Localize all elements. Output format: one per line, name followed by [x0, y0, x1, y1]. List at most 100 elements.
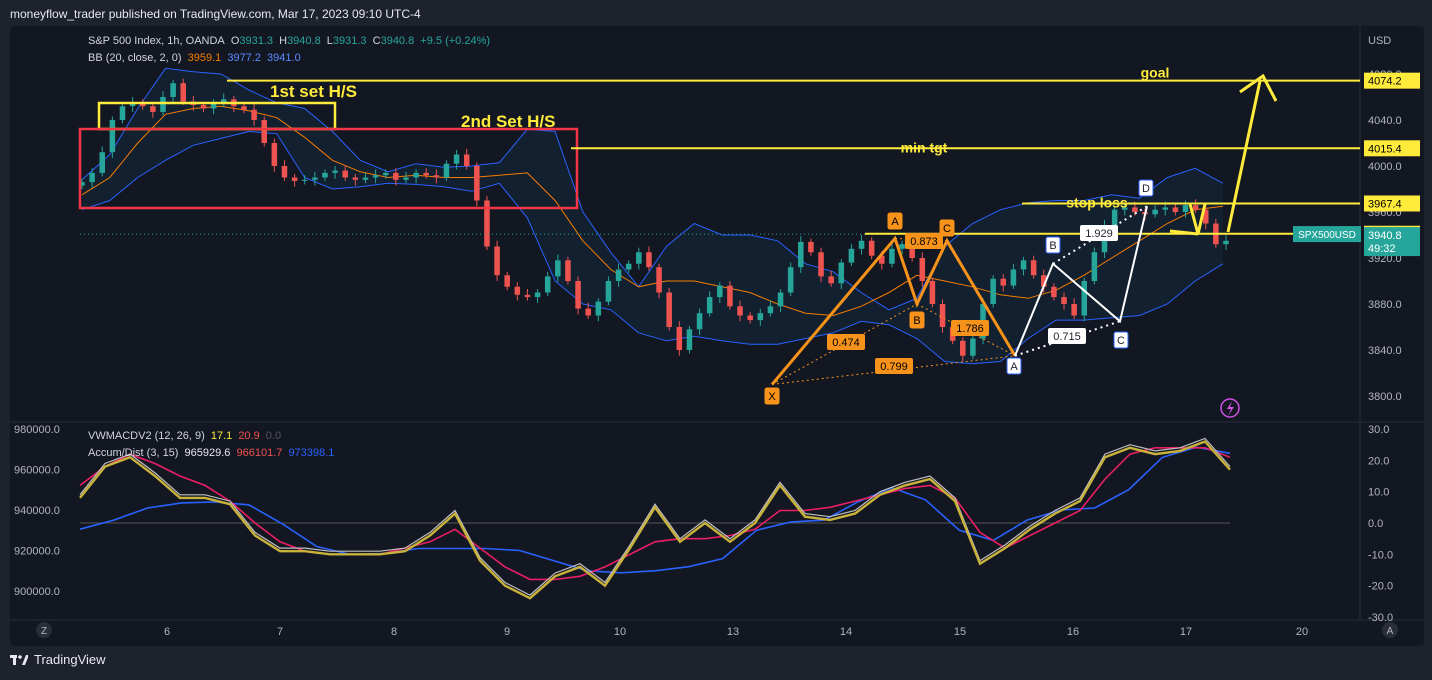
candle-body: [1172, 207, 1179, 212]
candle-body: [706, 297, 713, 314]
time-tick-label: 15: [954, 626, 966, 638]
bollinger-basis-line: [81, 105, 1224, 317]
accum-dist-line: [79, 446, 1231, 574]
accum-v1: 965929.6: [184, 447, 231, 459]
indicator-right-tick: 0.0: [1368, 518, 1383, 530]
chart-container[interactable]: 3800.0 3840.0 3880.0 3920.0 3960.0 4000.0 4040…: [10, 26, 1424, 646]
min-tgt-label: min tgt: [901, 139, 948, 155]
price-tick-label: 4000.0: [1368, 161, 1402, 173]
indicator-left-tick: 940000.0: [14, 505, 60, 517]
candle-body: [544, 276, 551, 293]
candle-body: [1030, 260, 1037, 276]
candle-body: [696, 313, 703, 330]
bollinger-upper-line: [81, 67, 1224, 311]
hs2-label: 2nd Set H/S: [461, 112, 555, 131]
indicator-right-tick: 30.0: [1368, 424, 1389, 436]
candle-body: [170, 83, 176, 97]
auto-scale-button[interactable]: [1382, 622, 1398, 638]
candle-body: [858, 240, 865, 249]
candle-body: [534, 292, 541, 298]
candle-body: [808, 241, 814, 253]
candle-body: [342, 170, 348, 178]
legend-change: +9.5 (+0.24%): [420, 35, 491, 47]
candle-body: [848, 248, 855, 263]
candle-body: [868, 240, 875, 256]
legend-symbol: S&P 500 Index, 1h, OANDA: [88, 35, 225, 47]
candle-body: [281, 166, 288, 178]
orange-point-c-label: C: [943, 223, 951, 235]
price-tag: [1364, 72, 1420, 89]
ratio-0715-label: 0.715: [1053, 331, 1081, 343]
white-point-a-label: A: [1010, 361, 1018, 373]
candle-body: [1132, 207, 1138, 212]
price-tick-label: 3840.0: [1368, 345, 1402, 357]
bb-legend: BB (20, close, 2, 0) 3959.1 3977.2 3941.…: [88, 52, 304, 64]
candle-body: [625, 263, 632, 270]
candle-body: [1081, 281, 1088, 316]
z-button-label: Z: [41, 626, 47, 637]
candle-body: [828, 276, 834, 284]
candle-body: [585, 308, 591, 316]
candle-body: [939, 304, 946, 327]
candle-body: [291, 177, 298, 181]
candle-body: [1202, 209, 1209, 224]
chart-svg[interactable]: 3800.03840.03880.03920.03960.04000.04040…: [10, 26, 1424, 646]
candle-body: [666, 292, 672, 327]
stop-loss-label: stop loss: [1066, 194, 1128, 210]
legend-c-label: C: [372, 35, 381, 47]
candle-body: [605, 281, 612, 302]
goal-label: goal: [1141, 65, 1170, 81]
candle-body: [1122, 207, 1128, 210]
ratio-0474: [827, 334, 865, 350]
indicator-right-tick: -20.0: [1368, 581, 1393, 593]
candle-body: [909, 244, 915, 258]
candle-body: [767, 306, 774, 314]
candle-body: [382, 172, 389, 176]
ratio-0873: [905, 233, 943, 249]
lightning-icon[interactable]: [1220, 398, 1240, 418]
legend-h-label: H: [279, 35, 288, 47]
candle-body: [1152, 209, 1158, 215]
candle-body: [1091, 252, 1098, 281]
candle-body: [443, 163, 450, 178]
last-price-tag: [1364, 227, 1420, 257]
candle-body: [575, 281, 581, 309]
candle-body: [251, 109, 257, 120]
candle-body: [504, 275, 510, 287]
candle-body: [1162, 207, 1169, 210]
candle-body: [879, 255, 885, 264]
main-legend: S&P 500 Index, 1h, OANDA O3931.3 H3940.8…: [88, 35, 493, 47]
candle-body: [1010, 269, 1017, 286]
candle-body: [433, 175, 440, 178]
white-point-a: [1006, 357, 1022, 375]
candle-body: [787, 267, 794, 293]
bb-label: BB (20, close, 2, 0): [88, 52, 182, 64]
candle-body: [463, 154, 470, 166]
orange-point-c: [939, 219, 955, 237]
candle-body: [1182, 205, 1189, 212]
z-button[interactable]: [36, 622, 52, 638]
time-tick-label: 14: [840, 626, 852, 638]
accum-label: Accum/Dist (3, 15): [88, 447, 179, 459]
candle-body: [119, 106, 126, 120]
footer-brand-label: TradingView: [34, 652, 106, 667]
candle-body: [423, 172, 429, 176]
candle-body: [717, 285, 723, 298]
bb-upper-value: 3977.2: [227, 52, 261, 64]
candle-body: [109, 120, 116, 153]
white-pattern-line: [1014, 206, 1148, 357]
candle-body: [970, 338, 976, 356]
footer-brand[interactable]: TradingView: [10, 652, 106, 667]
candle-body: [747, 315, 753, 321]
candle-body: [798, 241, 804, 268]
candle-body: [757, 313, 764, 321]
legend-l: 3931.3: [332, 35, 367, 47]
candle-body: [565, 260, 571, 281]
vwmacd-white-line: [79, 437, 1231, 596]
ratio-1929: [1080, 225, 1118, 241]
ratio-0715: [1048, 328, 1086, 344]
candle-body: [180, 83, 186, 102]
candle-body: [838, 262, 845, 284]
candle-body: [1061, 297, 1067, 304]
candle-body: [413, 172, 419, 178]
